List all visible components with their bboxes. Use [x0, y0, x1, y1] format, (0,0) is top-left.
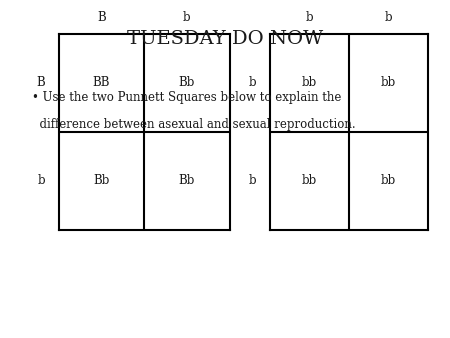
- Text: b: b: [249, 174, 256, 187]
- Text: b: b: [306, 11, 313, 24]
- Text: bb: bb: [381, 174, 396, 187]
- Text: B: B: [97, 11, 106, 24]
- Text: difference between asexual and sexual reproduction.: difference between asexual and sexual re…: [32, 118, 355, 131]
- Text: b: b: [249, 76, 256, 89]
- Text: b: b: [37, 174, 45, 187]
- Text: BB: BB: [93, 76, 110, 89]
- Text: B: B: [36, 76, 45, 89]
- Text: Bb: Bb: [93, 174, 109, 187]
- Text: Bb: Bb: [179, 174, 195, 187]
- Text: bb: bb: [381, 76, 396, 89]
- Text: bb: bb: [302, 174, 317, 187]
- Text: b: b: [384, 11, 392, 24]
- Text: TUESDAY DO NOW: TUESDAY DO NOW: [127, 30, 323, 48]
- Text: • Use the two Punnett Squares below to explain the: • Use the two Punnett Squares below to e…: [32, 91, 341, 104]
- Text: bb: bb: [302, 76, 317, 89]
- Text: Bb: Bb: [179, 76, 195, 89]
- Text: b: b: [183, 11, 190, 24]
